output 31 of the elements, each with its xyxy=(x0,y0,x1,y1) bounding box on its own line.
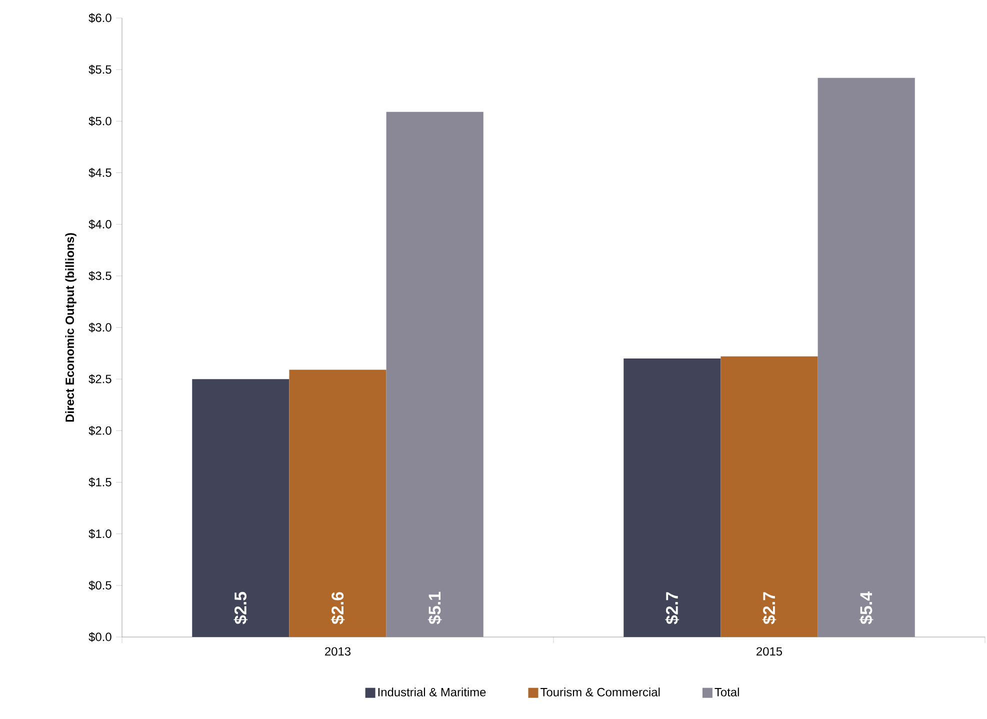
y-tick-label: $4.5 xyxy=(88,168,112,178)
y-tick-label: $4.0 xyxy=(88,220,112,230)
x-tick-label: 2013 xyxy=(325,647,351,656)
bar xyxy=(386,112,484,637)
bar xyxy=(818,78,915,637)
y-tick-label: $5.0 xyxy=(88,116,112,126)
data-label: $5.4 xyxy=(859,592,874,624)
data-label: $2.6 xyxy=(330,592,345,624)
bar xyxy=(289,370,386,637)
y-tick-label: $3.0 xyxy=(88,322,112,332)
data-label: $2.7 xyxy=(762,592,776,624)
legend-label: Industrial & Maritime xyxy=(378,688,486,696)
y-tick-label: $2.0 xyxy=(88,426,112,436)
legend-label: Tourism & Commercial xyxy=(540,688,660,696)
data-label: $5.1 xyxy=(428,592,442,624)
y-tick-label: $0.5 xyxy=(88,580,112,590)
y-tick-label: $1.0 xyxy=(88,529,112,539)
y-tick-label: $1.5 xyxy=(88,477,112,488)
y-tick-label: $0.0 xyxy=(88,632,112,642)
y-tick-label: $6.0 xyxy=(88,13,112,23)
y-tick-label: $2.5 xyxy=(88,374,112,384)
x-tick-label: 2015 xyxy=(756,647,782,656)
y-tick-label: $5.5 xyxy=(88,64,112,74)
bar xyxy=(192,379,290,637)
data-label: $2.7 xyxy=(665,592,680,624)
y-tick-label: $3.5 xyxy=(88,271,112,281)
y-axis-title: Direct Economic Output (billions) xyxy=(65,233,76,422)
data-label: $2.5 xyxy=(234,592,248,624)
bar xyxy=(720,356,818,637)
legend-label: Total xyxy=(714,688,739,696)
bar xyxy=(624,358,721,637)
